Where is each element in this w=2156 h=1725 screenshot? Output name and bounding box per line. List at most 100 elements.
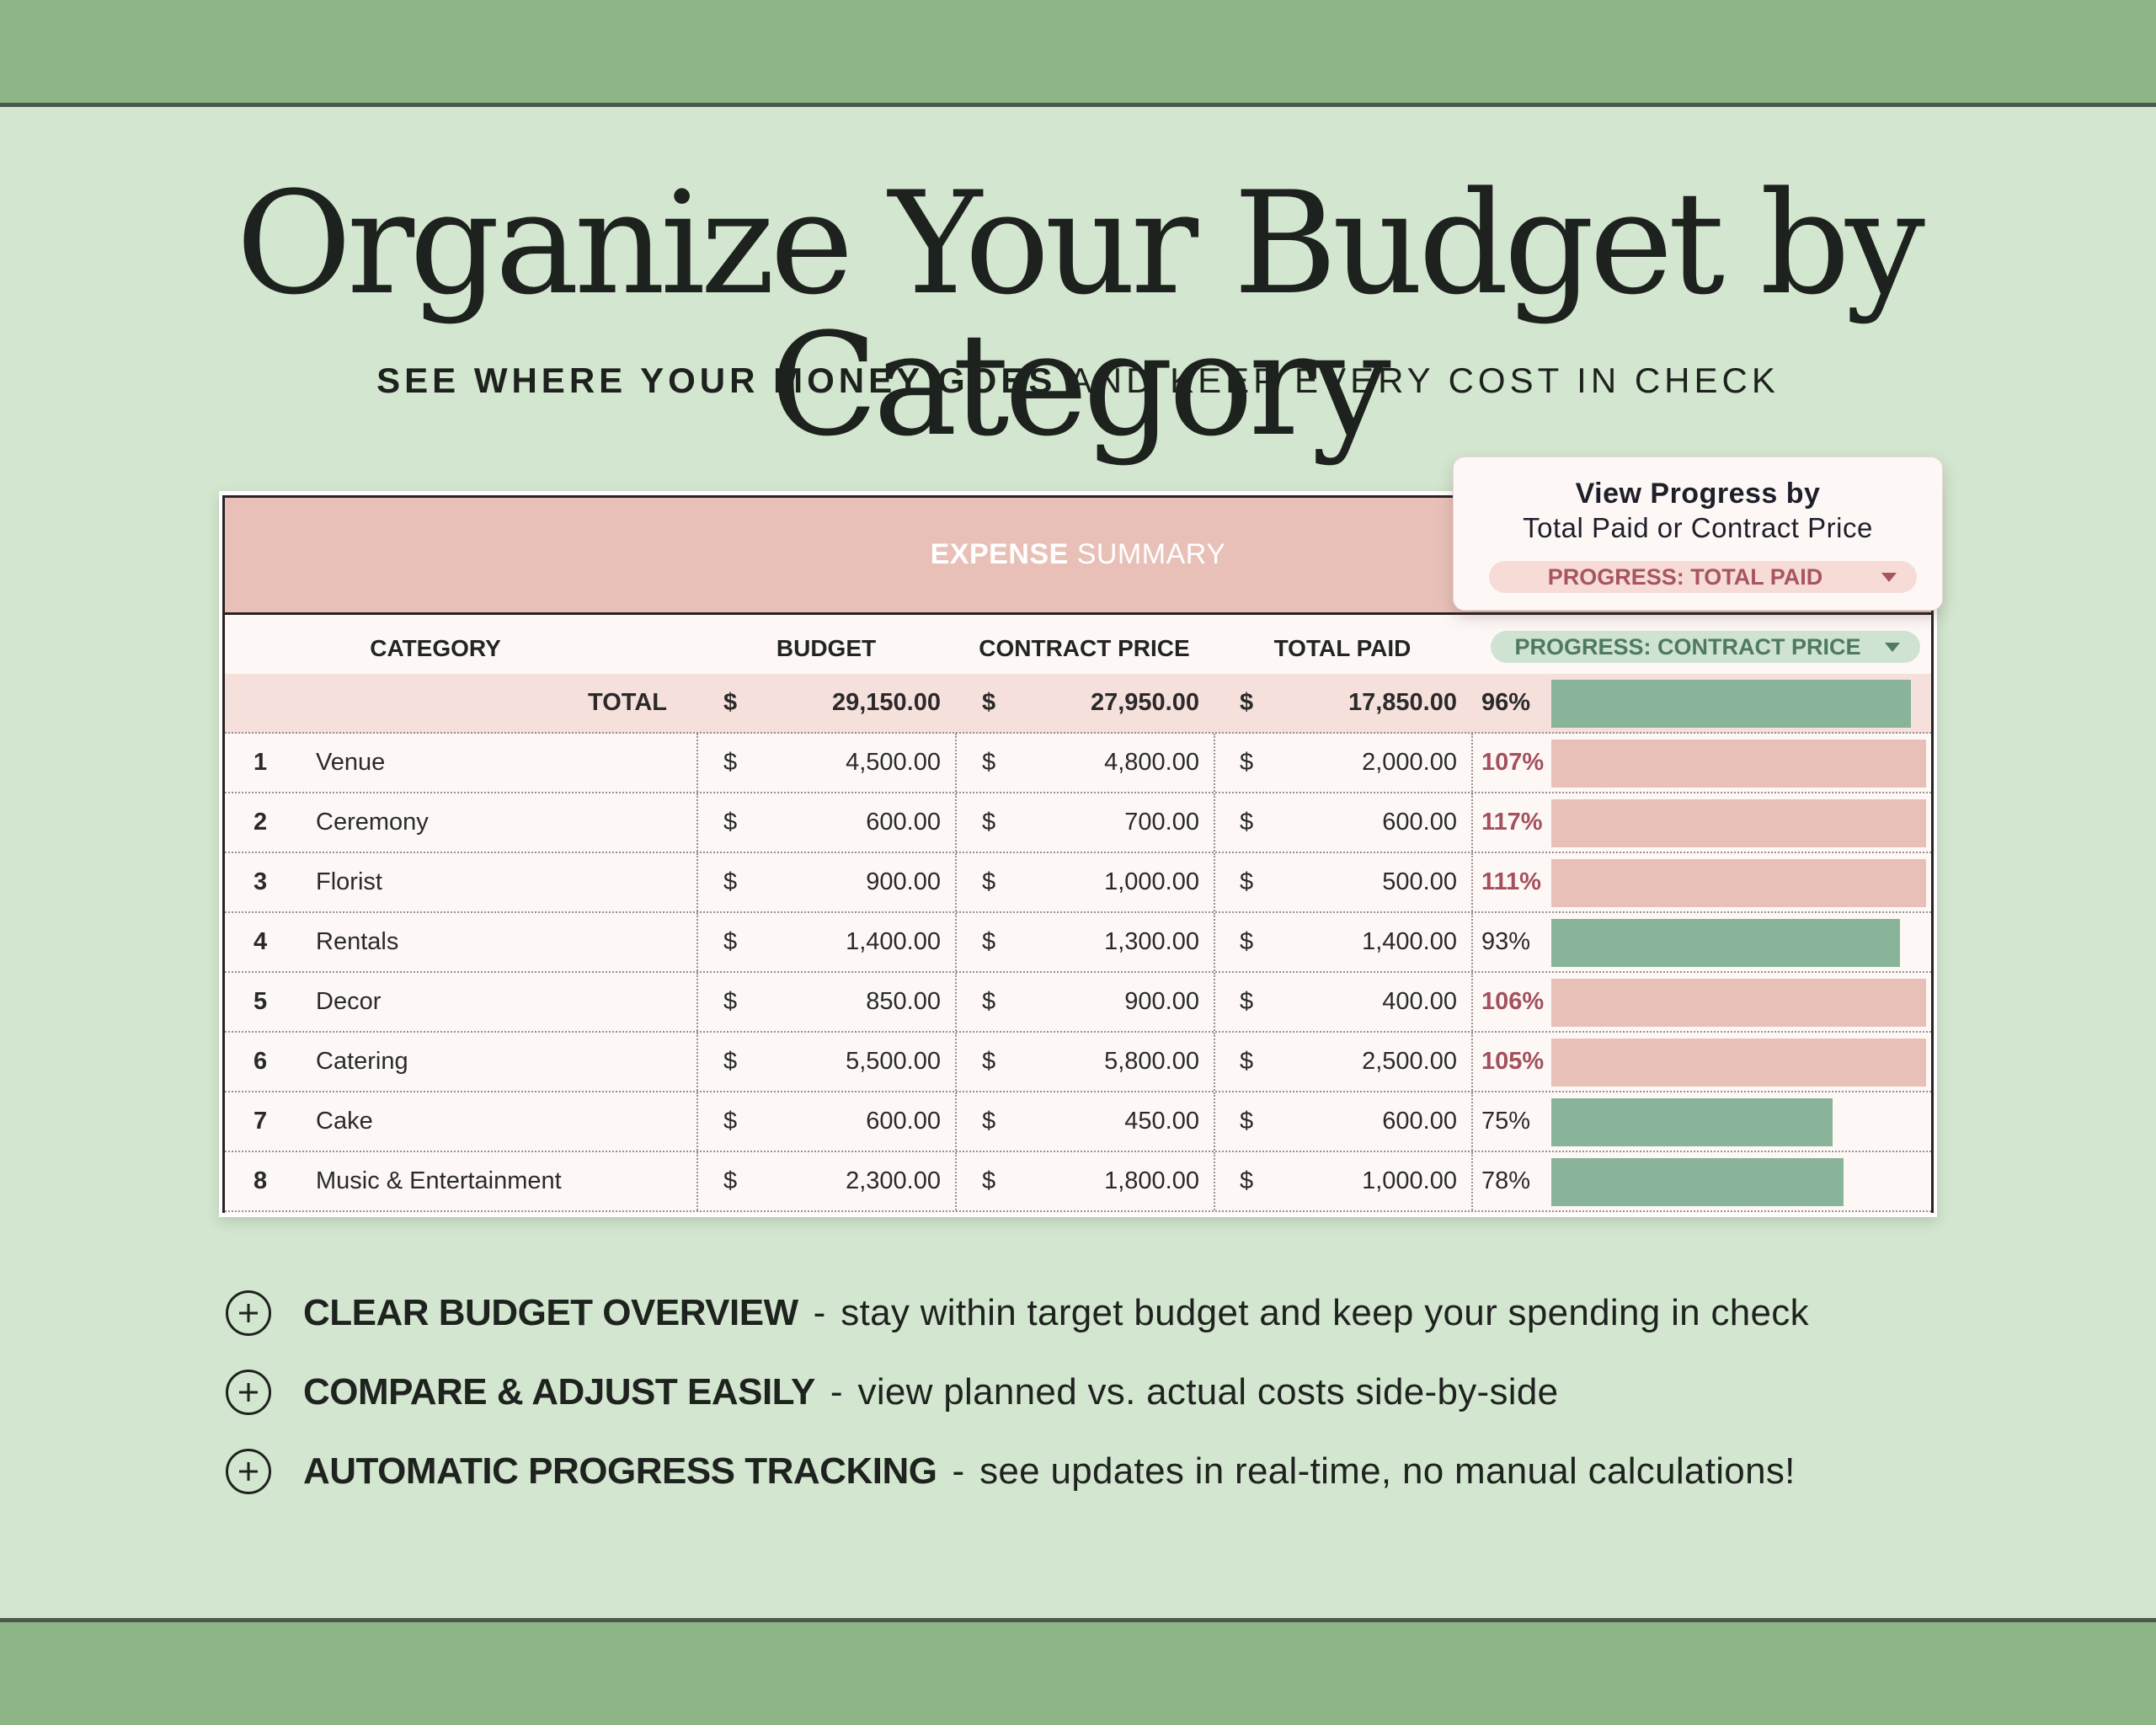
expense-summary-table: EXPENSE SUMMARY CATEGORY BUDGET CONTRACT… — [222, 495, 1934, 1213]
row-number: 3 — [253, 868, 268, 895]
subtitle-rest: AND KEEP EVERY COST IN CHECK — [1056, 360, 1780, 400]
column-divider — [1471, 973, 1473, 1031]
chevron-down-icon — [1881, 572, 1897, 582]
budget-value[interactable]: 600.00 — [866, 809, 941, 836]
progress-percent: 105% — [1481, 1048, 1545, 1075]
column-divider — [1214, 734, 1215, 792]
total-paid-value[interactable]: 500.00 — [1382, 868, 1457, 895]
budget-value[interactable]: 600.00 — [866, 1108, 941, 1135]
category-name[interactable]: Ceremony — [316, 809, 429, 836]
row-number: 4 — [253, 928, 268, 955]
category-name[interactable]: Decor — [316, 988, 382, 1015]
contract-price-value[interactable]: 1,300.00 — [1104, 928, 1199, 955]
column-divider — [1471, 1152, 1473, 1210]
budget-value[interactable]: 2,300.00 — [846, 1167, 941, 1194]
currency-symbol: $ — [723, 809, 738, 836]
row-number: 5 — [253, 988, 268, 1015]
currency-symbol: $ — [1240, 1108, 1254, 1135]
total-paid-value[interactable]: 1,000.00 — [1362, 1167, 1457, 1194]
budget-value[interactable]: 29,150.00 — [831, 689, 941, 716]
progress-bar — [1551, 979, 1926, 1027]
progress-percent: 75% — [1481, 1108, 1531, 1135]
top-band-divider — [0, 103, 2156, 107]
progress-bar — [1551, 799, 1926, 847]
budget-value[interactable]: 900.00 — [866, 868, 941, 895]
row-number: 1 — [253, 749, 268, 776]
column-divider — [1471, 1033, 1473, 1091]
column-divider — [1471, 853, 1473, 911]
currency-symbol: $ — [1240, 988, 1254, 1015]
table-row: 2 Ceremony $600.00 $700.00 $600.00 117% — [225, 793, 1931, 853]
total-paid-value[interactable]: 1,400.00 — [1362, 928, 1457, 955]
column-divider — [696, 913, 698, 971]
total-paid-value[interactable]: 2,000.00 — [1362, 749, 1457, 776]
total-row: TOTAL $29,150.00 $27,950.00 $17,850.00 96% — [225, 674, 1931, 734]
feature-title: CLEAR BUDGET OVERVIEW — [303, 1292, 798, 1333]
row-number: 6 — [253, 1048, 268, 1075]
currency-symbol: $ — [982, 809, 996, 836]
column-divider — [696, 1152, 698, 1210]
column-header-total-paid: TOTAL PAID — [1273, 635, 1412, 661]
contract-price-value[interactable]: 900.00 — [1124, 988, 1199, 1015]
category-name[interactable]: Music & Entertainment — [316, 1167, 562, 1194]
progress-contract-price-select[interactable]: PROGRESS: CONTRACT PRICE — [1491, 631, 1920, 663]
currency-symbol: $ — [982, 868, 996, 895]
total-paid-value[interactable]: 400.00 — [1382, 988, 1457, 1015]
column-divider — [955, 1152, 957, 1210]
contract-price-value[interactable]: 5,800.00 — [1104, 1048, 1199, 1075]
budget-value[interactable]: 5,500.00 — [846, 1048, 941, 1075]
budget-value[interactable]: 4,500.00 — [846, 749, 941, 776]
table-row: 8 Music & Entertainment $2,300.00 $1,800.00… — [225, 1152, 1931, 1212]
popup-subtitle: Total Paid or Contract Price — [1523, 512, 1873, 543]
currency-symbol: $ — [1240, 928, 1254, 955]
subtitle-strong: SEE WHERE YOUR MONEY GOES — [376, 360, 1057, 400]
contract-price-value[interactable]: 1,000.00 — [1104, 868, 1199, 895]
feature-description: stay within target budget and keep your … — [841, 1292, 1809, 1333]
currency-symbol: $ — [1240, 689, 1254, 716]
progress-bar — [1551, 680, 1911, 728]
total-paid-value[interactable]: 2,500.00 — [1362, 1048, 1457, 1075]
total-paid-value[interactable]: 600.00 — [1382, 1108, 1457, 1135]
currency-symbol: $ — [723, 988, 738, 1015]
plus-circle-icon — [226, 1449, 271, 1494]
page-title: Organize Your Budget by Category — [236, 161, 1925, 467]
feature-description: see updates in real-time, no manual calc… — [979, 1450, 1796, 1492]
currency-symbol: $ — [982, 749, 996, 776]
feature-item: COMPARE & ADJUST EASILY - view planned v… — [226, 1369, 1558, 1416]
total-label: TOTAL — [588, 689, 667, 716]
contract-price-value[interactable]: 27,950.00 — [1090, 689, 1199, 716]
contract-price-value[interactable]: 4,800.00 — [1104, 749, 1199, 776]
progress-percent: 107% — [1481, 749, 1545, 776]
currency-symbol: $ — [1240, 1048, 1254, 1075]
feature-separator: - — [952, 1450, 965, 1492]
contract-price-value[interactable]: 450.00 — [1124, 1108, 1199, 1135]
contract-price-value[interactable]: 700.00 — [1124, 809, 1199, 836]
table-row: 1 Venue $4,500.00 $4,800.00 $2,000.00 107% — [225, 734, 1931, 793]
currency-symbol: $ — [723, 928, 738, 955]
category-name[interactable]: Florist — [316, 868, 382, 895]
column-divider — [696, 734, 698, 792]
budget-value[interactable]: 850.00 — [866, 988, 941, 1015]
category-name[interactable]: Rentals — [316, 928, 399, 955]
progress-percent: 96% — [1481, 689, 1531, 716]
total-paid-value[interactable]: 600.00 — [1382, 809, 1457, 836]
contract-price-value[interactable]: 1,800.00 — [1104, 1167, 1199, 1194]
category-name[interactable]: Cake — [316, 1108, 373, 1135]
category-name[interactable]: Catering — [316, 1048, 408, 1075]
category-name[interactable]: Venue — [316, 749, 386, 776]
feature-description: view planned vs. actual costs side-by-si… — [857, 1371, 1559, 1413]
currency-symbol: $ — [982, 1167, 996, 1194]
progress-bar — [1551, 1098, 1833, 1146]
budget-value[interactable]: 1,400.00 — [846, 928, 941, 955]
progress-percent: 78% — [1481, 1167, 1531, 1194]
progress-total-paid-select[interactable]: PROGRESS: TOTAL PAID — [1489, 561, 1917, 593]
column-divider — [696, 973, 698, 1031]
column-divider — [1471, 734, 1473, 792]
total-paid-value[interactable]: 17,850.00 — [1348, 689, 1457, 716]
page-subtitle: SEE WHERE YOUR MONEY GOES AND KEEP EVERY… — [0, 360, 2156, 401]
row-number: 7 — [253, 1108, 268, 1135]
column-divider — [1214, 793, 1215, 852]
table-row: 4 Rentals $1,400.00 $1,300.00 $1,400.00 93% — [225, 913, 1931, 973]
currency-symbol: $ — [982, 928, 996, 955]
column-divider — [955, 1033, 957, 1091]
